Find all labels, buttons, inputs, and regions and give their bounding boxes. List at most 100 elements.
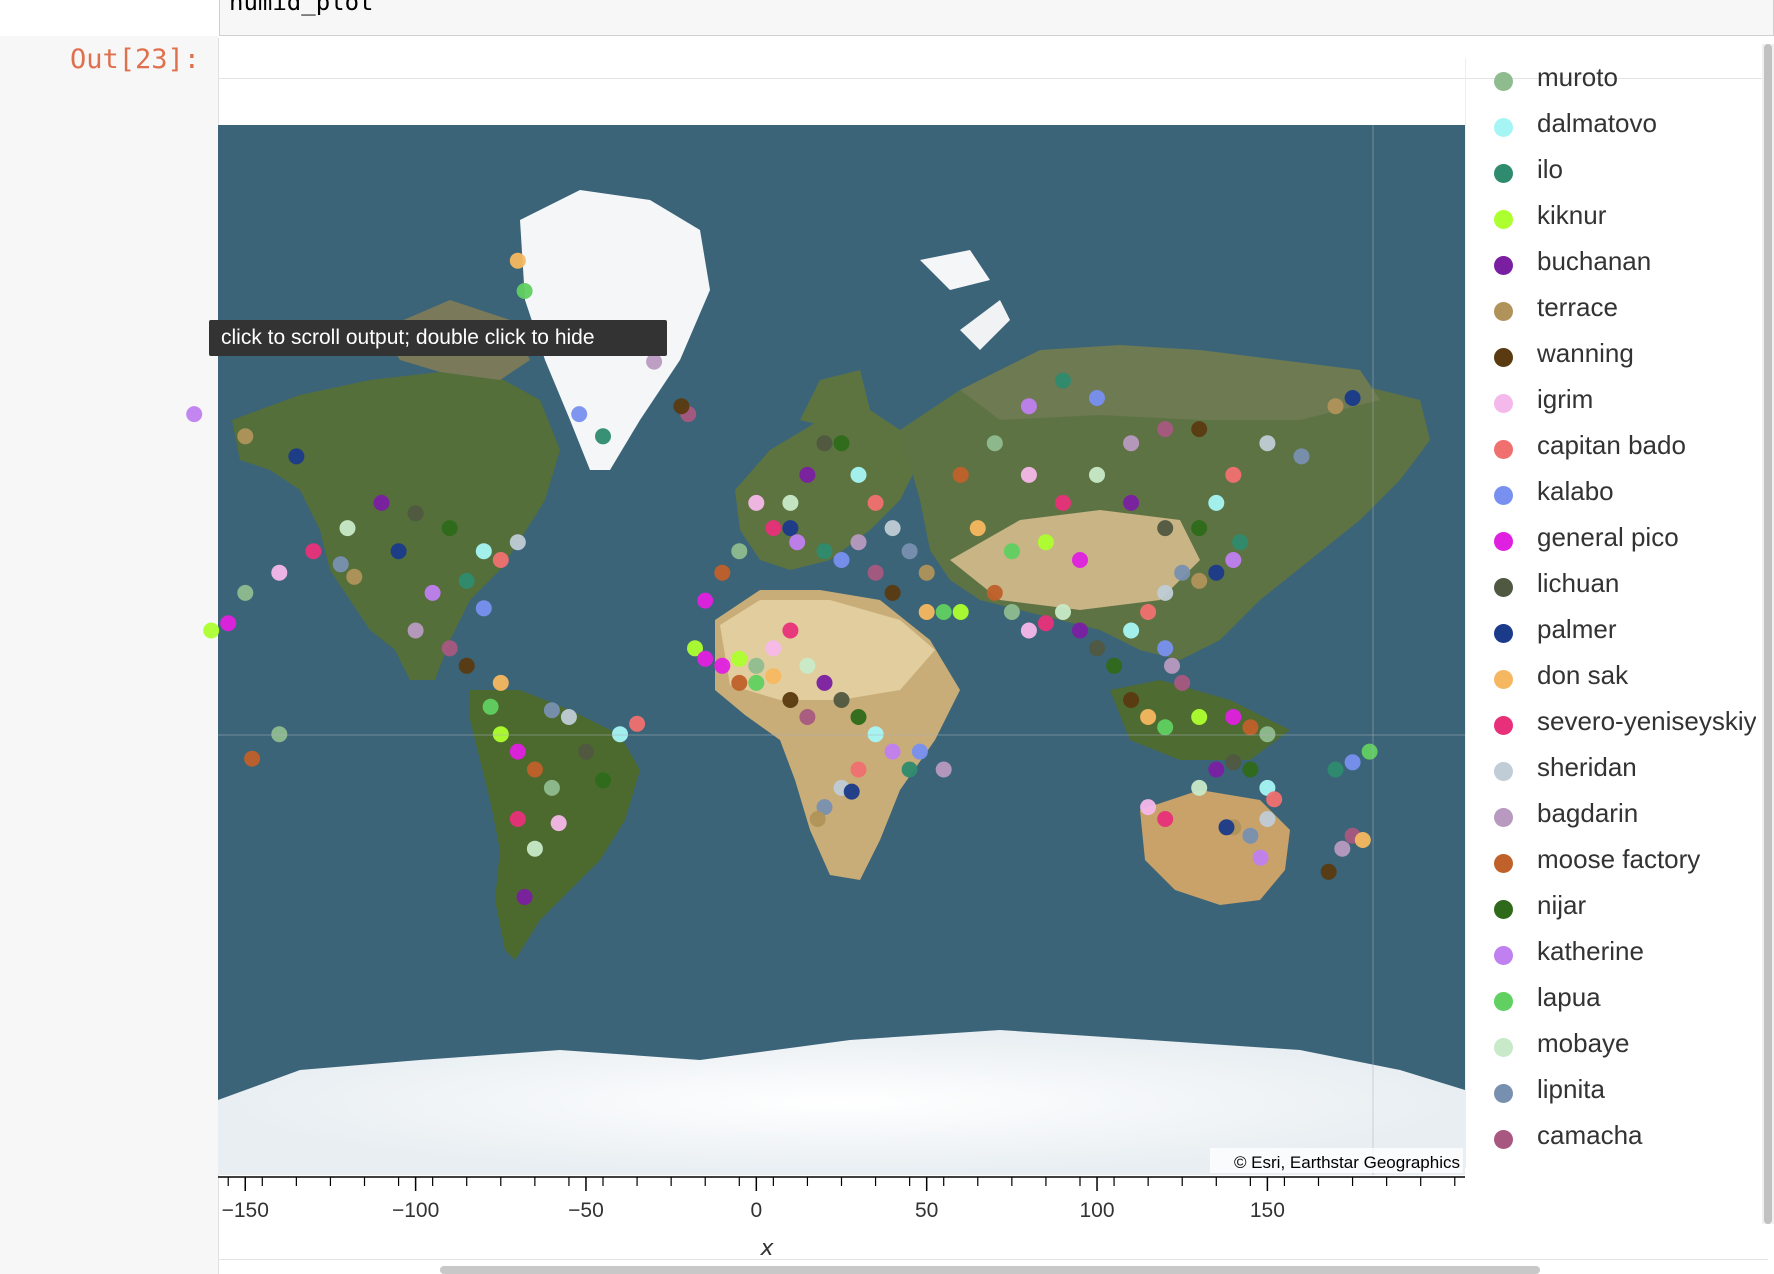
city-point[interactable]	[1344, 754, 1361, 771]
legend-item[interactable]: mobaye	[1466, 1024, 1756, 1070]
city-point[interactable]	[986, 584, 1003, 601]
city-point[interactable]	[850, 466, 867, 483]
city-point[interactable]	[1140, 799, 1157, 816]
city-point[interactable]	[1191, 709, 1208, 725]
city-point[interactable]	[952, 604, 969, 620]
city-point[interactable]	[271, 564, 288, 581]
city-point[interactable]	[220, 615, 237, 632]
vertical-scrollbar[interactable]	[1762, 44, 1774, 1224]
city-point[interactable]	[1020, 622, 1037, 639]
city-point[interactable]	[1225, 552, 1242, 568]
legend[interactable]: muroto dalmatovo ilo kiknur buchanan terrace w…	[1465, 58, 1756, 1168]
city-point[interactable]	[816, 435, 833, 452]
legend-item[interactable]: kalabo	[1466, 472, 1756, 518]
city-point[interactable]	[748, 494, 765, 511]
city-point[interactable]	[1208, 494, 1225, 511]
city-point[interactable]	[646, 353, 663, 370]
city-point[interactable]	[186, 406, 203, 423]
city-point[interactable]	[986, 435, 1003, 452]
legend-item[interactable]: general pico	[1466, 518, 1756, 564]
city-point[interactable]	[458, 572, 475, 589]
city-point[interactable]	[748, 657, 765, 674]
legend-item[interactable]: dalmatovo	[1466, 104, 1756, 150]
city-point[interactable]	[809, 811, 826, 827]
city-point[interactable]	[816, 543, 833, 560]
city-point[interactable]	[765, 520, 782, 537]
city-point[interactable]	[1055, 604, 1071, 620]
city-point[interactable]	[1242, 827, 1259, 844]
city-point[interactable]	[833, 552, 850, 568]
city-point[interactable]	[1242, 761, 1259, 778]
city-point[interactable]	[1003, 543, 1020, 560]
city-point[interactable]	[833, 435, 850, 452]
city-point[interactable]	[1174, 564, 1191, 581]
legend-item[interactable]: ilo	[1466, 150, 1756, 196]
city-point[interactable]	[543, 702, 560, 719]
legend-item[interactable]: bagdarin	[1466, 794, 1756, 840]
city-point[interactable]	[1191, 520, 1208, 537]
city-point[interactable]	[748, 674, 765, 691]
city-point[interactable]	[288, 448, 305, 465]
city-point[interactable]	[475, 600, 492, 617]
city-point[interactable]	[1140, 604, 1157, 620]
city-point[interactable]	[765, 640, 782, 657]
city-point[interactable]	[782, 692, 799, 708]
city-point[interactable]	[578, 743, 594, 760]
city-point[interactable]	[526, 840, 543, 857]
city-point[interactable]	[1218, 819, 1235, 836]
city-point[interactable]	[731, 674, 748, 691]
legend-item[interactable]: katherine	[1466, 932, 1756, 978]
city-point[interactable]	[1164, 657, 1180, 674]
legend-item[interactable]: don sak	[1466, 656, 1756, 702]
city-point[interactable]	[850, 761, 867, 778]
city-point[interactable]	[901, 761, 918, 778]
city-point[interactable]	[1037, 534, 1054, 551]
city-point[interactable]	[673, 398, 690, 415]
city-point[interactable]	[850, 534, 867, 551]
city-point[interactable]	[697, 650, 714, 667]
city-point[interactable]	[492, 674, 509, 691]
legend-item[interactable]: capitan bado	[1466, 426, 1756, 472]
city-point[interactable]	[1208, 564, 1225, 581]
city-point[interactable]	[816, 674, 833, 691]
city-point[interactable]	[1072, 622, 1088, 639]
city-point[interactable]	[884, 584, 901, 601]
city-point[interactable]	[867, 726, 884, 743]
legend-item[interactable]: palmer	[1466, 610, 1756, 656]
city-point[interactable]	[884, 520, 901, 537]
city-point[interactable]	[543, 779, 560, 796]
legend-item[interactable]: nijar	[1466, 886, 1756, 932]
legend-item[interactable]: lapua	[1466, 978, 1756, 1024]
city-point[interactable]	[952, 466, 969, 483]
city-point[interactable]	[782, 622, 799, 639]
legend-item[interactable]: moose factory	[1466, 840, 1756, 886]
city-point[interactable]	[560, 709, 577, 725]
city-point[interactable]	[1293, 448, 1310, 465]
city-point[interactable]	[550, 815, 567, 832]
city-point[interactable]	[833, 692, 850, 708]
city-point[interactable]	[782, 494, 799, 511]
city-point[interactable]	[867, 564, 884, 581]
city-point[interactable]	[390, 543, 407, 560]
legend-item[interactable]: lichuan	[1466, 564, 1756, 610]
city-point[interactable]	[1157, 584, 1174, 601]
city-point[interactable]	[516, 889, 533, 905]
city-point[interactable]	[1140, 709, 1157, 725]
city-point[interactable]	[332, 556, 349, 573]
city-point[interactable]	[237, 428, 254, 445]
city-point[interactable]	[1106, 657, 1123, 674]
city-point[interactable]	[1089, 640, 1105, 657]
city-point[interactable]	[1320, 863, 1337, 880]
city-point[interactable]	[1055, 372, 1071, 389]
city-point[interactable]	[918, 564, 935, 581]
city-point[interactable]	[1037, 615, 1054, 632]
city-point[interactable]	[595, 772, 611, 789]
output-prompt[interactable]: Out[23]:	[70, 44, 201, 75]
city-point[interactable]	[492, 552, 509, 568]
city-point[interactable]	[816, 799, 833, 816]
city-point[interactable]	[629, 715, 646, 732]
city-point[interactable]	[1361, 743, 1378, 760]
city-point[interactable]	[1225, 754, 1242, 771]
city-point[interactable]	[458, 657, 475, 674]
